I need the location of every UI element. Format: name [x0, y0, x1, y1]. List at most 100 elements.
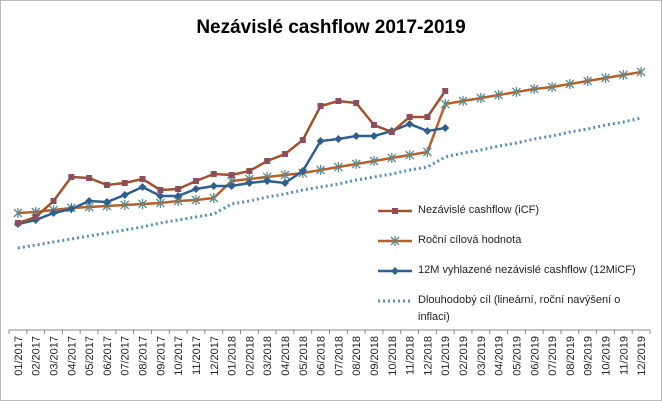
- marker: [227, 182, 236, 190]
- marker: [442, 88, 449, 94]
- marker: [14, 220, 21, 226]
- x-tick-label: 03/2017: [49, 336, 61, 376]
- marker: [601, 73, 610, 83]
- marker: [263, 177, 272, 185]
- x-tick-label: 04/2018: [280, 336, 292, 376]
- marker: [547, 82, 557, 92]
- chart-title: Nezávislé cashflow 2017-2019: [196, 17, 465, 38]
- marker: [369, 156, 379, 166]
- x-tick-label: 05/2018: [298, 336, 310, 376]
- marker: [511, 87, 521, 97]
- marker: [476, 93, 486, 103]
- marker: [157, 187, 164, 193]
- marker: [120, 191, 129, 199]
- x-tick-label: 02/2017: [31, 336, 43, 376]
- x-tick-label: 03/2019: [476, 336, 488, 376]
- marker: [228, 172, 235, 178]
- x-tick-label: 02/2019: [458, 336, 470, 376]
- legend-item: Roční cílová hodnota: [376, 232, 648, 249]
- marker: [423, 127, 432, 135]
- marker: [299, 137, 306, 143]
- marker: [175, 186, 182, 192]
- marker: [209, 193, 219, 203]
- series-line: [17, 116, 642, 250]
- legend-swatch: [378, 299, 412, 303]
- marker: [458, 96, 468, 106]
- marker: [102, 198, 111, 206]
- legend-swatch: [378, 236, 412, 246]
- marker: [335, 98, 342, 104]
- marker: [281, 151, 288, 157]
- marker: [352, 132, 361, 140]
- x-tick-label: 09/2019: [583, 336, 595, 376]
- marker: [583, 76, 593, 86]
- marker: [618, 70, 628, 80]
- marker: [406, 114, 413, 120]
- x-tick-label: 07/2019: [547, 336, 559, 376]
- x-tick-label: 01/2019: [440, 336, 452, 376]
- legend-label: Nezávislé cashflow (iCF): [418, 204, 540, 216]
- marker: [371, 122, 378, 128]
- x-tick-label: 07/2017: [120, 336, 132, 376]
- marker: [103, 182, 110, 188]
- marker: [86, 175, 93, 181]
- marker: [405, 120, 414, 128]
- x-tick-label: 07/2018: [333, 336, 345, 376]
- x-tick-label: 06/2018: [316, 336, 328, 376]
- marker: [529, 84, 539, 94]
- x-tick-label: 12/2018: [422, 336, 434, 376]
- marker: [67, 205, 76, 213]
- x-tick-label: 03/2018: [262, 336, 274, 376]
- x-tick-label: 02/2018: [244, 336, 256, 376]
- marker: [264, 158, 271, 164]
- legend-swatch: [378, 267, 412, 275]
- marker: [50, 198, 57, 204]
- marker: [138, 183, 147, 191]
- marker: [636, 67, 646, 77]
- marker: [565, 79, 575, 89]
- legend-label: Dlouhodobý cíl (lineární, roční navýšení…: [418, 294, 621, 323]
- marker: [424, 114, 431, 120]
- marker: [174, 192, 183, 200]
- marker: [440, 99, 450, 109]
- marker: [280, 179, 289, 187]
- x-tick-label: 01/2017: [13, 336, 25, 376]
- marker: [138, 199, 148, 209]
- marker: [245, 179, 254, 187]
- x-tick-label: 06/2017: [102, 336, 114, 376]
- x-tick-label: 11/2018: [405, 336, 417, 375]
- marker: [370, 132, 379, 140]
- series-line: [17, 70, 642, 215]
- marker: [191, 195, 201, 205]
- legend-item: 12M vyhlazené nezávislé cashflow (12MiCF…: [376, 262, 648, 279]
- marker: [390, 236, 400, 246]
- x-tick-label: 10/2018: [387, 336, 399, 376]
- marker: [191, 185, 200, 193]
- marker: [280, 170, 290, 180]
- marker: [298, 167, 307, 175]
- marker: [317, 103, 324, 109]
- marker: [210, 171, 217, 177]
- marker: [333, 162, 343, 172]
- marker: [388, 129, 395, 135]
- marker: [391, 267, 399, 275]
- x-tick-label: 06/2019: [529, 336, 541, 376]
- x-tick-label: 10/2019: [600, 336, 612, 376]
- marker: [351, 159, 361, 169]
- x-tick-label: 05/2017: [84, 336, 96, 376]
- marker: [316, 137, 325, 145]
- marker: [120, 200, 130, 210]
- marker: [121, 180, 128, 186]
- marker: [192, 178, 199, 184]
- legend-label: 12M vyhlazené nezávislé cashflow (12MiCF…: [418, 264, 636, 276]
- x-tick-label: 08/2019: [565, 336, 577, 376]
- x-tick-label: 11/2017: [191, 336, 203, 375]
- marker: [156, 192, 165, 200]
- x-tick-label: 12/2019: [636, 336, 648, 376]
- marker: [422, 147, 432, 157]
- marker: [353, 100, 360, 106]
- marker: [334, 135, 343, 143]
- x-tick-label: 01/2018: [227, 336, 239, 376]
